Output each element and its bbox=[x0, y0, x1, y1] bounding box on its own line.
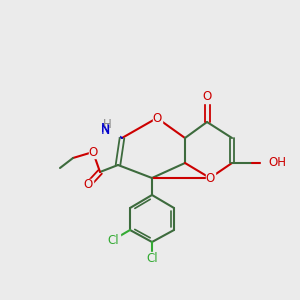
Text: OH: OH bbox=[268, 157, 286, 169]
Text: O: O bbox=[83, 178, 93, 191]
Bar bbox=[83, 179, 92, 191]
Bar bbox=[88, 146, 98, 158]
Bar bbox=[261, 157, 275, 169]
Text: O: O bbox=[152, 112, 162, 124]
Text: Cl: Cl bbox=[107, 233, 119, 247]
Text: O: O bbox=[202, 91, 211, 103]
Text: O: O bbox=[206, 172, 214, 184]
Bar bbox=[145, 252, 159, 264]
Bar bbox=[206, 172, 214, 184]
Text: N: N bbox=[100, 122, 109, 134]
Text: H: H bbox=[103, 118, 111, 130]
Text: N: N bbox=[100, 124, 110, 137]
Bar bbox=[202, 91, 211, 103]
Text: O: O bbox=[88, 146, 98, 158]
Bar bbox=[152, 112, 161, 124]
Bar bbox=[91, 120, 119, 136]
Bar bbox=[106, 234, 120, 246]
Bar bbox=[100, 122, 109, 134]
Text: Cl: Cl bbox=[146, 251, 158, 265]
